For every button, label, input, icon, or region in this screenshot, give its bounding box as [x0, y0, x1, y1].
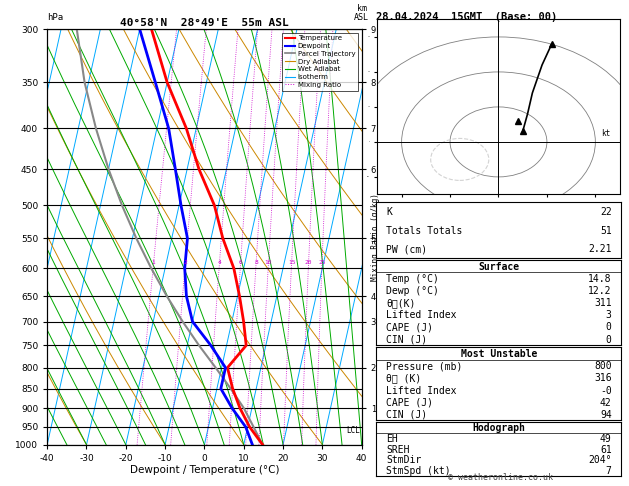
Text: CIN (J): CIN (J) [386, 410, 427, 420]
Text: Hodograph: Hodograph [472, 423, 525, 433]
Text: 1: 1 [152, 260, 155, 265]
Text: 10: 10 [265, 260, 272, 265]
Title: 40°58'N  28°49'E  55m ASL: 40°58'N 28°49'E 55m ASL [120, 18, 289, 28]
Text: 28.04.2024  15GMT  (Base: 00): 28.04.2024 15GMT (Base: 00) [376, 12, 557, 22]
Text: StmDir: StmDir [386, 455, 421, 466]
Text: km
ASL: km ASL [354, 4, 369, 22]
Text: Lifted Index: Lifted Index [386, 385, 457, 396]
Text: EH: EH [386, 434, 398, 444]
Text: 25: 25 [318, 260, 326, 265]
Text: 7: 7 [606, 467, 611, 476]
Text: 316: 316 [594, 373, 611, 383]
Text: StmSpd (kt): StmSpd (kt) [386, 467, 450, 476]
Text: θᴄ (K): θᴄ (K) [386, 373, 421, 383]
Text: Lifted Index: Lifted Index [386, 310, 457, 320]
Text: Pressure (mb): Pressure (mb) [386, 361, 462, 371]
Text: 51: 51 [600, 226, 611, 236]
Text: CAPE (J): CAPE (J) [386, 322, 433, 332]
Text: 8: 8 [254, 260, 258, 265]
Text: hPa: hPa [47, 13, 64, 22]
Text: 6: 6 [239, 260, 242, 265]
Text: © weatheronline.co.uk: © weatheronline.co.uk [448, 473, 552, 482]
Text: PW (cm): PW (cm) [386, 244, 427, 254]
Text: 49: 49 [600, 434, 611, 444]
Text: CIN (J): CIN (J) [386, 334, 427, 345]
Text: Most Unstable: Most Unstable [460, 349, 537, 359]
Text: 94: 94 [600, 410, 611, 420]
Text: 0: 0 [606, 334, 611, 345]
Text: 22: 22 [600, 207, 611, 217]
Text: 14.8: 14.8 [588, 274, 611, 284]
Text: 42: 42 [600, 398, 611, 408]
Text: kt: kt [601, 129, 610, 139]
Text: 2.21: 2.21 [588, 244, 611, 254]
Text: θᴄ(K): θᴄ(K) [386, 298, 415, 308]
Text: 12.2: 12.2 [588, 286, 611, 296]
Legend: Temperature, Dewpoint, Parcel Trajectory, Dry Adiabat, Wet Adiabat, Isotherm, Mi: Temperature, Dewpoint, Parcel Trajectory… [282, 33, 358, 90]
Text: 15: 15 [288, 260, 296, 265]
Text: 0: 0 [606, 322, 611, 332]
Text: 20: 20 [305, 260, 313, 265]
Text: SREH: SREH [386, 445, 409, 454]
Text: Temp (°C): Temp (°C) [386, 274, 439, 284]
Text: 800: 800 [594, 361, 611, 371]
Text: 2: 2 [184, 260, 187, 265]
Text: 311: 311 [594, 298, 611, 308]
Text: Surface: Surface [478, 261, 520, 272]
Text: 204°: 204° [588, 455, 611, 466]
Text: 3: 3 [606, 310, 611, 320]
Text: Mixing Ratio (g/kg): Mixing Ratio (g/kg) [371, 193, 380, 281]
Text: 4: 4 [218, 260, 221, 265]
Text: Dewp (°C): Dewp (°C) [386, 286, 439, 296]
Text: Totals Totals: Totals Totals [386, 226, 462, 236]
Text: K: K [386, 207, 392, 217]
Text: LCL: LCL [347, 426, 360, 435]
Text: -0: -0 [600, 385, 611, 396]
X-axis label: Dewpoint / Temperature (°C): Dewpoint / Temperature (°C) [130, 466, 279, 475]
Text: CAPE (J): CAPE (J) [386, 398, 433, 408]
Text: 61: 61 [600, 445, 611, 454]
